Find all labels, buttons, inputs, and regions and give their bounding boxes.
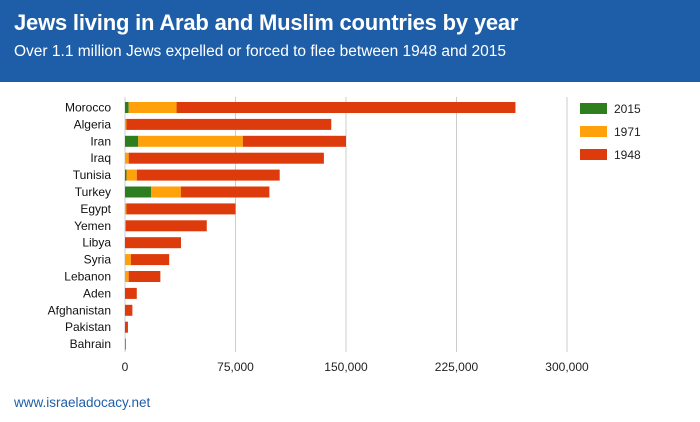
bar-iraq-1948 <box>128 152 324 164</box>
bars <box>125 102 516 350</box>
legend-label: 1971 <box>614 125 641 139</box>
bar-syria-1948 <box>130 254 170 266</box>
bar-iraq-1971 <box>125 152 129 164</box>
category-label: Lebanon <box>64 270 111 284</box>
bar-aden-1948 <box>125 287 137 299</box>
bar-algeria-1948 <box>126 118 332 130</box>
bar-egypt-1948 <box>126 203 236 215</box>
category-label: Aden <box>83 286 111 300</box>
bar-tunisia-2015 <box>125 169 127 181</box>
bar-chart: Morocco Algeria Iran Iraq Tunisia Turkey Egypt… <box>48 97 641 374</box>
category-label: Morocco <box>65 101 111 115</box>
bar-lebanon-1948 <box>128 271 161 282</box>
bar-morocco-1948 <box>176 102 516 113</box>
bar-tunisia-1971 <box>126 169 137 181</box>
bar-libya-1948 <box>125 237 181 249</box>
legend-label: 2015 <box>614 102 641 116</box>
chart-title: Jews living in Arab and Muslim countries… <box>14 10 519 35</box>
category-label: Syria <box>84 253 112 267</box>
bar-algeria-1971 <box>125 118 127 130</box>
x-tick-label: 225,000 <box>435 360 479 374</box>
category-label: Egypt <box>80 202 111 216</box>
bar-morocco-2015 <box>125 102 129 113</box>
footer-url: www.israeladocacy.net <box>14 395 151 410</box>
bar-morocco-1971 <box>128 102 177 113</box>
category-label: Iraq <box>90 151 111 165</box>
category-label: Libya <box>82 236 111 250</box>
chart-subtitle: Over 1.1 million Jews expelled or forced… <box>14 43 506 60</box>
category-label: Pakistan <box>65 320 111 334</box>
legend-swatch-1971 <box>580 126 607 137</box>
category-label: Tunisia <box>73 168 112 182</box>
bar-bahrain-1948 <box>125 338 126 350</box>
legend-label: 1948 <box>614 148 641 162</box>
header-banner: Jews living in Arab and Muslim countries… <box>0 0 700 82</box>
bar-yemen-1971 <box>125 220 126 232</box>
category-label: Turkey <box>75 185 111 199</box>
category-labels: Morocco Algeria Iran Iraq Tunisia Turkey Egypt… <box>48 101 112 352</box>
category-label: Algeria <box>74 117 112 131</box>
legend-swatch-1948 <box>580 149 607 160</box>
bar-egypt-1971 <box>125 203 127 215</box>
bar-turkey-1971 <box>151 186 181 198</box>
bar-syria-1971 <box>125 254 131 266</box>
bar-pakistan-1948 <box>125 321 128 333</box>
x-tick-label: 75,000 <box>217 360 254 374</box>
category-label: Iran <box>90 134 111 148</box>
bar-lebanon-1971 <box>125 271 129 282</box>
x-tick-label: 300,000 <box>545 360 589 374</box>
category-label: Yemen <box>74 219 111 233</box>
bar-turkey-1948 <box>180 186 270 198</box>
legend-swatch-2015 <box>580 103 607 114</box>
x-axis-ticks: 0 75,000 150,000 225,000 300,000 <box>122 360 589 374</box>
category-label: Afghanistan <box>48 303 111 317</box>
x-tick-label: 0 <box>122 360 129 374</box>
bar-afghanistan-1948 <box>125 304 133 316</box>
x-tick-label: 150,000 <box>324 360 368 374</box>
bar-yemen-1948 <box>125 220 207 232</box>
bar-iran-1948 <box>242 135 346 147</box>
bar-tunisia-1948 <box>136 169 280 181</box>
bar-iran-2015 <box>125 135 139 147</box>
category-label: Bahrain <box>70 337 111 351</box>
legend: 2015 1971 1948 <box>580 102 641 162</box>
bar-turkey-2015 <box>125 186 152 198</box>
bar-iran-1971 <box>138 135 243 147</box>
